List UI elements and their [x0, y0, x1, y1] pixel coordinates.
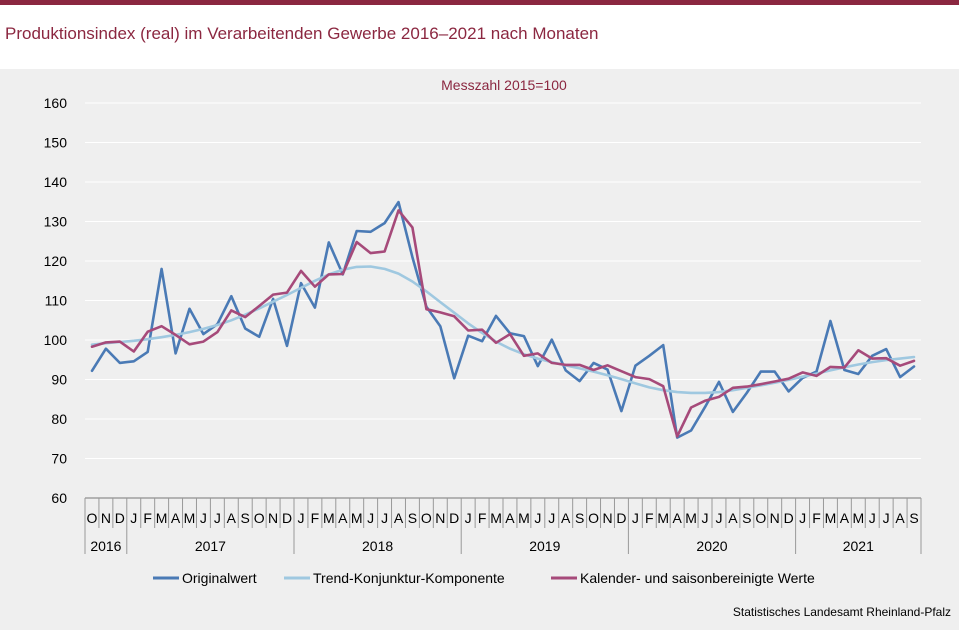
series-line-3 [90, 209, 916, 438]
x-tick-label: A [394, 510, 404, 526]
y-tick-label: 120 [44, 253, 68, 269]
y-tick-label: 130 [44, 214, 68, 230]
x-tick-label: M [685, 510, 697, 526]
x-tick-label: A [338, 510, 348, 526]
year-label: 2018 [362, 538, 393, 554]
x-tick-label: J [702, 510, 709, 526]
x-tick-label: A [561, 510, 571, 526]
x-tick-label: M [323, 510, 335, 526]
x-tick-label: M [852, 510, 864, 526]
x-tick-label: D [784, 510, 794, 526]
x-tick-label: M [490, 510, 502, 526]
x-tick-label: M [657, 510, 669, 526]
x-tick-label: J [367, 510, 374, 526]
x-tick-label: A [505, 510, 515, 526]
series-line-2 [90, 265, 916, 395]
x-tick-label: F [478, 510, 487, 526]
x-tick-label: J [465, 510, 472, 526]
x-tick-label: N [770, 510, 780, 526]
year-label: 2017 [195, 538, 226, 554]
x-tick-label: J [715, 510, 722, 526]
y-tick-label: 60 [51, 490, 67, 506]
x-tick-label: O [588, 510, 599, 526]
x-tick-label: N [268, 510, 278, 526]
x-tick-label: J [200, 510, 207, 526]
y-tick-label: 150 [44, 135, 68, 151]
x-tick-label: J [130, 510, 137, 526]
y-tick-label: 160 [44, 95, 68, 111]
x-tick-label: O [87, 510, 98, 526]
x-tick-label: D [616, 510, 626, 526]
page-title: Produktionsindex (real) im Verarbeitende… [5, 24, 599, 43]
x-tick-label: A [840, 510, 850, 526]
legend-label: Kalender- und saisonbereinigte Werte [580, 570, 815, 586]
x-tick-label: J [381, 510, 388, 526]
y-tick-label: 90 [51, 372, 67, 388]
x-tick-label: J [214, 510, 221, 526]
x-tick-label: D [449, 510, 459, 526]
chart-subtitle: Messzahl 2015=100 [441, 77, 567, 93]
x-tick-label: M [825, 510, 837, 526]
y-tick-label: 140 [44, 174, 68, 190]
x-tick-label: F [645, 510, 654, 526]
x-tick-label: A [171, 510, 181, 526]
x-tick-label: D [282, 510, 292, 526]
x-tick-label: N [435, 510, 445, 526]
x-tick-label: J [799, 510, 806, 526]
x-tick-label: J [883, 510, 890, 526]
x-tick-label: A [728, 510, 738, 526]
year-label: 2020 [696, 538, 727, 554]
x-tick-label: O [421, 510, 432, 526]
y-tick-label: 110 [45, 293, 68, 309]
x-tick-label: A [672, 510, 682, 526]
chart-panel [0, 69, 959, 630]
x-tick-label: F [812, 510, 821, 526]
y-tick-label: 100 [44, 332, 68, 348]
x-tick-label: A [227, 510, 237, 526]
x-tick-label: F [143, 510, 152, 526]
legend-label: Originalwert [182, 570, 257, 586]
x-tick-label: M [184, 510, 196, 526]
x-tick-label: A [895, 510, 905, 526]
x-tick-label: S [241, 510, 250, 526]
x-tick-label: J [534, 510, 541, 526]
x-tick-label: N [602, 510, 612, 526]
x-tick-label: N [101, 510, 111, 526]
x-tick-label: D [115, 510, 125, 526]
year-label: 2019 [529, 538, 560, 554]
x-tick-label: S [909, 510, 918, 526]
x-tick-label: O [755, 510, 766, 526]
year-label: 2021 [843, 538, 874, 554]
legend-label: Trend-Konjunktur-Komponente [313, 570, 505, 586]
x-tick-label: M [351, 510, 363, 526]
source-note: Statistisches Landesamt Rheinland-Pfalz [732, 605, 951, 619]
x-tick-label: J [869, 510, 876, 526]
year-label: 2016 [90, 538, 121, 554]
y-tick-label: 70 [51, 451, 67, 467]
x-tick-label: O [254, 510, 265, 526]
x-tick-label: J [297, 510, 304, 526]
x-tick-label: J [548, 510, 555, 526]
x-tick-label: S [742, 510, 751, 526]
x-tick-label: F [311, 510, 320, 526]
x-tick-label: M [156, 510, 168, 526]
x-tick-label: S [575, 510, 584, 526]
y-tick-label: 80 [51, 411, 67, 427]
top-accent-bar [0, 0, 959, 5]
x-tick-label: J [632, 510, 639, 526]
series-line-1 [90, 200, 916, 439]
x-tick-label: M [518, 510, 530, 526]
x-tick-label: S [408, 510, 417, 526]
